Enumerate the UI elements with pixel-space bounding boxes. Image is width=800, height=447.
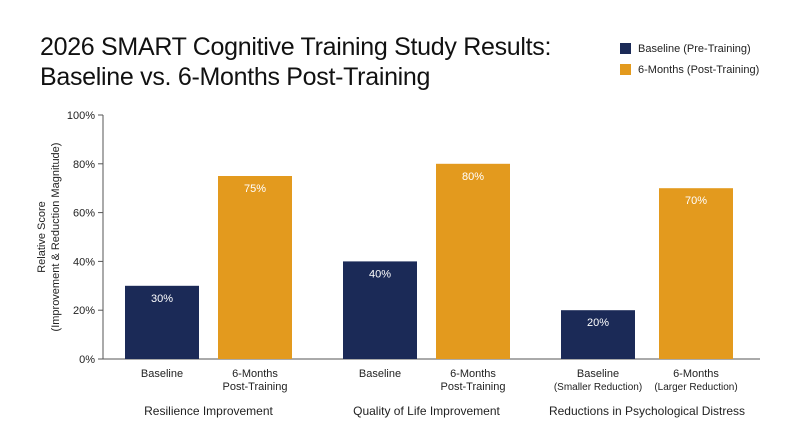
x-tick-label: Baseline [577,368,619,380]
legend-swatch-baseline [620,43,631,54]
legend: Baseline (Pre-Training) 6-Months (Post-T… [620,40,759,82]
bar [125,285,199,359]
y-axis-label-line-1: Relative Score [36,201,48,273]
bar [659,188,733,359]
bar [218,176,292,359]
x-tick-label: Baseline [141,368,183,380]
y-axis-label-line-2: (Improvement & Reduction Magnitude) [50,143,62,332]
bar-value-label: 20% [587,317,609,329]
bar [343,261,417,359]
chart-title: 2026 SMART Cognitive Training Study Resu… [40,32,551,92]
bar-value-label: 40% [369,268,391,280]
chart-title-line-1: 2026 SMART Cognitive Training Study Resu… [40,33,552,61]
bar-value-label: 70% [685,195,707,207]
bar-value-label: 30% [151,293,173,305]
y-tick-label: 80% [73,159,95,171]
bar [561,310,635,359]
legend-swatch-post [620,64,631,75]
y-tick-label: 20% [73,305,95,317]
x-tick-label: Post-Training [222,381,287,393]
bar-value-label: 75% [244,183,266,195]
legend-label-post: 6-Months (Post-Training) [638,63,760,76]
x-tick-label: 6-Months [450,368,496,380]
y-tick-label: 100% [67,110,95,122]
x-tick-label: (Larger Reduction) [654,382,737,393]
x-tick-label: Baseline [359,368,401,380]
x-tick-label: 6-Months [673,368,719,380]
legend-item-post: 6-Months (Post-Training) [620,61,759,78]
category-label: Resilience Improvement [144,404,273,418]
y-tick-label: 60% [73,208,95,220]
category-label: Reductions in Psychological Distress [549,404,745,418]
legend-item-baseline: Baseline (Pre-Training) [620,40,759,57]
category-label: Quality of Life Improvement [353,404,500,418]
bar-value-label: 80% [462,171,484,183]
chart-title-line-2: Baseline vs. 6-Months Post-Training [40,63,431,91]
y-tick-label: 0% [79,354,95,366]
legend-label-baseline: Baseline (Pre-Training) [638,42,751,55]
x-tick-label: 6-Months [232,368,278,380]
y-tick-label: 40% [73,256,95,268]
bar [436,163,510,359]
x-tick-label: Post-Training [440,381,505,393]
x-tick-label: (Smaller Reduction) [554,382,642,393]
